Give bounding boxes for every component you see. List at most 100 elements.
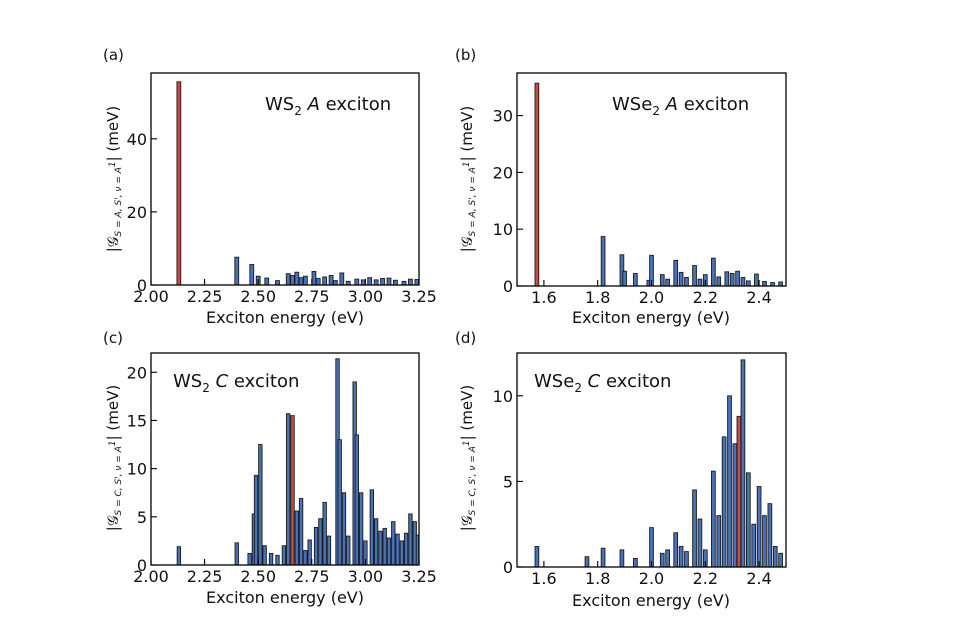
bar-d-24 (762, 515, 767, 567)
y-tick-label-b-0: 0 (503, 277, 513, 296)
bar-d-12 (697, 518, 703, 567)
bar-b-18 (729, 273, 735, 286)
bars-a (176, 81, 419, 285)
bar-a-5 (275, 280, 280, 285)
panel-c: (c) 2.00 2.25 2.50 2.75 3.00 3.25 0 5 10 15 20 WS2… (103, 329, 437, 607)
bar-a-24 (393, 279, 398, 285)
panel-title-c: WS2 C exciton (173, 371, 299, 395)
x-tick-label-b-3: 2.2 (693, 288, 718, 307)
bar-c-32 (386, 537, 392, 565)
bar-c-34 (395, 533, 400, 565)
bar-a-23 (386, 277, 392, 285)
panel-title-b: WSe2 A exciton (612, 94, 749, 118)
bar-c-19 (326, 535, 332, 565)
bar-c-30 (378, 530, 383, 565)
bar-b-11 (684, 277, 689, 286)
bar-c-28 (369, 489, 374, 565)
y-axis-label-c: |𝒢S = C, S', ν = A1| (meV) (104, 385, 124, 531)
y-tick-label-b-2: 20 (493, 163, 513, 182)
bar-b-1 (600, 236, 606, 286)
bar-d-13 (702, 549, 708, 567)
y-tick-label-a-2: 40 (127, 130, 147, 149)
bar-d-17 (727, 395, 732, 567)
bar-d-21 (746, 472, 751, 567)
bar-c-15 (307, 539, 312, 565)
bar-d-3 (619, 549, 625, 567)
highlight-bar-a (176, 81, 182, 285)
bar-d-23 (756, 486, 762, 567)
bar-a-4 (264, 277, 270, 285)
bar-d-16 (721, 436, 727, 567)
x-tick-label-d-0: 1.6 (531, 569, 556, 588)
x-tick-label-d-1: 1.8 (585, 569, 610, 588)
bar-d-8 (673, 532, 679, 567)
bar-b-15 (711, 257, 716, 286)
x-axis-label-b: Exciton energy (eV) (572, 308, 730, 327)
bar-c-4 (253, 474, 259, 565)
bar-c-39 (415, 534, 419, 565)
x-axis-label-a: Exciton energy (eV) (206, 308, 364, 327)
bar-b-10 (678, 271, 684, 286)
bar-d-1 (584, 556, 590, 567)
y-tick-label-c-3: 15 (127, 411, 147, 430)
bar-a-10 (302, 275, 308, 285)
bar-d-22 (751, 523, 757, 567)
y-tick-label-d-1: 5 (503, 472, 513, 491)
bar-d-6 (659, 552, 665, 567)
x-tick-label-d-2: 2.0 (639, 569, 664, 588)
bar-c-23 (346, 535, 351, 565)
bar-c-14 (303, 550, 308, 565)
bars-c (176, 358, 419, 565)
x-tick-label-a-2: 2.50 (240, 287, 276, 306)
bar-a-16 (339, 272, 345, 285)
y-tick-label-c-1: 5 (137, 508, 147, 527)
plot-area-a: 2.00 2.25 2.50 2.75 3.00 3.25 0 20 40 (127, 72, 437, 306)
y-tick-label-b-3: 30 (493, 107, 513, 126)
x-tick-label-d-4: 2.4 (746, 569, 771, 588)
bar-a-1 (234, 256, 240, 285)
bar-b-19 (735, 270, 740, 286)
bar-c-26 (358, 492, 364, 565)
panel-letter-c: (c) (103, 329, 123, 347)
highlight-bar-d (736, 415, 742, 567)
bar-c-18 (322, 501, 327, 565)
bar-a-18 (354, 278, 360, 285)
bar-c-6 (262, 545, 267, 565)
bar-d-27 (778, 552, 783, 567)
bar-b-20 (740, 277, 746, 286)
bar-a-7 (290, 275, 295, 285)
panel-title-d: WSe2 C exciton (534, 371, 671, 395)
bar-a-20 (367, 277, 373, 285)
highlight-bar-c (290, 415, 295, 565)
x-tick-label-a-4: 3.00 (348, 287, 384, 306)
bar-b-21 (746, 280, 751, 286)
y-tick-label-d-2: 10 (493, 387, 513, 406)
x-tick-label-c-4: 3.00 (348, 567, 384, 586)
y-tick-label-b-1: 10 (493, 220, 513, 239)
panel-letter-a: (a) (103, 46, 124, 64)
y-tick-label-c-4: 20 (127, 363, 147, 382)
y-tick-label-a-0: 0 (137, 276, 147, 295)
bar-c-29 (373, 518, 379, 565)
bar-d-14 (711, 470, 716, 567)
y-tick-label-a-1: 20 (127, 203, 147, 222)
bar-c-8 (275, 554, 280, 565)
axes-frame-a (150, 72, 420, 286)
bar-c-31 (382, 527, 387, 565)
bar-d-4 (633, 557, 638, 567)
bar-c-0 (176, 546, 182, 565)
bar-d-25 (767, 503, 773, 567)
bar-c-37 (408, 513, 413, 565)
highlight-bar-b (534, 82, 540, 286)
bar-a-26 (408, 278, 413, 285)
bar-b-8 (665, 278, 670, 286)
bar-a-8 (294, 271, 300, 285)
bar-c-7 (268, 552, 274, 565)
bar-a-14 (328, 275, 334, 285)
bar-a-6 (285, 273, 291, 285)
bar-c-2 (247, 552, 252, 565)
bar-b-12 (692, 265, 697, 286)
bar-c-17 (318, 518, 323, 565)
x-tick-label-d-3: 2.2 (693, 569, 718, 588)
